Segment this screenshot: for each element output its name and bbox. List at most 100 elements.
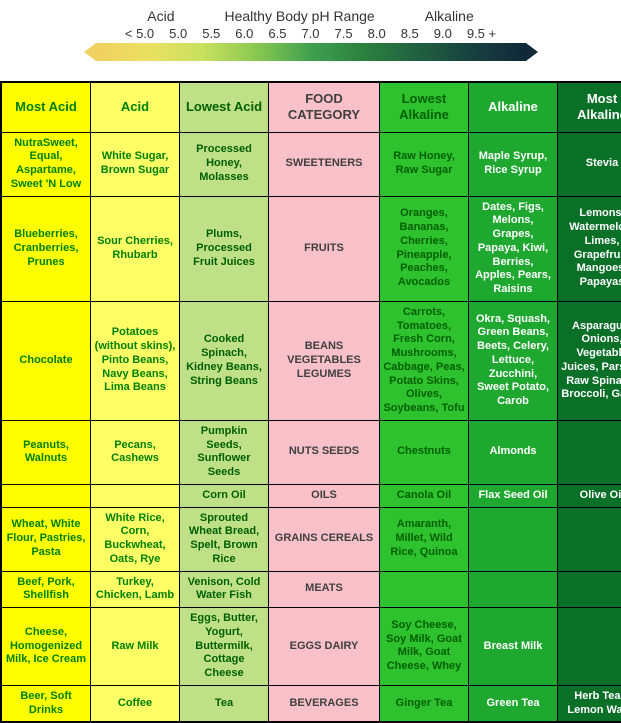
category-cell: OILS — [269, 484, 380, 507]
food-cell — [469, 507, 558, 571]
food-cell: Turkey, Chicken, Lamb — [91, 571, 180, 608]
table-row: Cheese, Homogenized Milk, Ice CreamRaw M… — [1, 608, 621, 686]
table-row: ChocolatePotatoes (without skins), Pinto… — [1, 301, 621, 420]
food-cell: Venison, Cold Water Fish — [180, 571, 269, 608]
food-cell: Peanuts, Walnuts — [1, 420, 91, 484]
table-row: Corn OilOILSCanola OilFlax Seed OilOlive… — [1, 484, 621, 507]
food-cell: Raw Milk — [91, 608, 180, 686]
food-cell: Lemons, Watermelon, Limes, Grapefruit, M… — [558, 196, 621, 301]
ph-scale: Acid Healthy Body pH Range Alkaline < 5.… — [0, 0, 621, 71]
category-cell: BEANS VEGETABLES LEGUMES — [269, 301, 380, 420]
food-cell: Breast Milk — [469, 608, 558, 686]
food-cell: Flax Seed Oil — [469, 484, 558, 507]
category-cell: GRAINS CEREALS — [269, 507, 380, 571]
column-header: Most Acid — [1, 82, 91, 132]
food-cell: Oranges, Bananas, Cherries, Pineapple, P… — [380, 196, 469, 301]
header-row: Most AcidAcidLowest AcidFOOD CATEGORYLow… — [1, 82, 621, 132]
food-cell: Cheese, Homogenized Milk, Ice Cream — [1, 608, 91, 686]
food-cell: Maple Syrup, Rice Syrup — [469, 132, 558, 196]
table-body: NutraSweet, Equal, Aspartame, Sweet 'N L… — [1, 132, 621, 722]
food-cell: Sprouted Wheat Bread, Spelt, Brown Rice — [180, 507, 269, 571]
food-cell: Amaranth, Millet, Wild Rice, Quinoa — [380, 507, 469, 571]
scale-tick: 9.0 — [434, 26, 452, 41]
category-cell: EGGS DAIRY — [269, 608, 380, 686]
scale-left-label: Acid — [147, 8, 174, 24]
scale-tick: 5.5 — [202, 26, 220, 41]
food-cell — [1, 484, 91, 507]
food-cell: Processed Honey, Molasses — [180, 132, 269, 196]
category-cell: NUTS SEEDS — [269, 420, 380, 484]
food-cell: Blueberries, Cranberries, Prunes — [1, 196, 91, 301]
table-head: Most AcidAcidLowest AcidFOOD CATEGORYLow… — [1, 82, 621, 132]
food-cell: Stevia — [558, 132, 621, 196]
food-cell: Herb Teas, Lemon Water — [558, 685, 621, 722]
food-cell: Carrots, Tomatoes, Fresh Corn, Mushrooms… — [380, 301, 469, 420]
table-row: Peanuts, WalnutsPecans, CashewsPumpkin S… — [1, 420, 621, 484]
food-cell — [380, 571, 469, 608]
food-cell: Plums, Processed Fruit Juices — [180, 196, 269, 301]
food-cell — [558, 507, 621, 571]
food-cell: Coffee — [91, 685, 180, 722]
food-cell: Chocolate — [1, 301, 91, 420]
arrow-left-icon — [84, 43, 96, 61]
food-cell: Soy Cheese, Soy Milk, Goat Milk, Goat Ch… — [380, 608, 469, 686]
scale-tick: 8.0 — [368, 26, 386, 41]
scale-tick: 5.0 — [169, 26, 187, 41]
scale-tick: 7.5 — [335, 26, 353, 41]
scale-tick: 6.5 — [268, 26, 286, 41]
food-cell: NutraSweet, Equal, Aspartame, Sweet 'N L… — [1, 132, 91, 196]
food-cell: Potatoes (without skins), Pinto Beans, N… — [91, 301, 180, 420]
food-cell: Corn Oil — [180, 484, 269, 507]
food-cell — [91, 484, 180, 507]
column-header: Lowest Alkaline — [380, 82, 469, 132]
column-header: Most Alkaline — [558, 82, 621, 132]
category-cell: BEVERAGES — [269, 685, 380, 722]
food-cell: Olive Oil — [558, 484, 621, 507]
food-cell: Cooked Spinach, Kidney Beans, String Bea… — [180, 301, 269, 420]
arrow-right-icon — [526, 43, 538, 61]
food-cell — [558, 571, 621, 608]
food-cell: Asparagus, Onions, Vegetable Juices, Par… — [558, 301, 621, 420]
scale-center-label: Healthy Body pH Range — [225, 8, 375, 24]
food-cell: Wheat, White Flour, Pastries, Pasta — [1, 507, 91, 571]
column-header: Alkaline — [469, 82, 558, 132]
food-cell: White Sugar, Brown Sugar — [91, 132, 180, 196]
scale-ticks: < 5.05.05.56.06.57.07.58.08.59.09.5 + — [0, 26, 621, 41]
scale-tick: < 5.0 — [125, 26, 154, 41]
category-cell: FRUITS — [269, 196, 380, 301]
food-cell: Pumpkin Seeds, Sunflower Seeds — [180, 420, 269, 484]
scale-right-label: Alkaline — [425, 8, 474, 24]
column-header: FOOD CATEGORY — [269, 82, 380, 132]
gradient-inner — [96, 43, 526, 61]
food-cell: Beef, Pork, Shellfish — [1, 571, 91, 608]
table-row: Wheat, White Flour, Pastries, PastaWhite… — [1, 507, 621, 571]
table-row: NutraSweet, Equal, Aspartame, Sweet 'N L… — [1, 132, 621, 196]
food-cell: Canola Oil — [380, 484, 469, 507]
food-cell: Dates, Figs, Melons, Grapes, Papaya, Kiw… — [469, 196, 558, 301]
food-cell — [558, 420, 621, 484]
food-cell: Ginger Tea — [380, 685, 469, 722]
table-row: Blueberries, Cranberries, PrunesSour Che… — [1, 196, 621, 301]
food-cell: Pecans, Cashews — [91, 420, 180, 484]
gradient-bar — [96, 43, 526, 61]
food-cell: Beer, Soft Drinks — [1, 685, 91, 722]
food-cell: Tea — [180, 685, 269, 722]
scale-tick: 6.0 — [235, 26, 253, 41]
food-cell — [558, 608, 621, 686]
column-header: Lowest Acid — [180, 82, 269, 132]
food-cell: Green Tea — [469, 685, 558, 722]
food-ph-table: Most AcidAcidLowest AcidFOOD CATEGORYLow… — [0, 81, 621, 723]
food-cell: Eggs, Butter, Yogurt, Buttermilk, Cottag… — [180, 608, 269, 686]
scale-tick: 9.5 + — [467, 26, 496, 41]
scale-tick: 7.0 — [301, 26, 319, 41]
column-header: Acid — [91, 82, 180, 132]
category-cell: SWEETENERS — [269, 132, 380, 196]
food-cell: Sour Cherries, Rhubarb — [91, 196, 180, 301]
table-row: Beer, Soft DrinksCoffeeTeaBEVERAGESGinge… — [1, 685, 621, 722]
food-cell: Almonds — [469, 420, 558, 484]
food-cell: Raw Honey, Raw Sugar — [380, 132, 469, 196]
food-cell: White Rice, Corn, Buckwheat, Oats, Rye — [91, 507, 180, 571]
table-row: Beef, Pork, ShellfishTurkey, Chicken, La… — [1, 571, 621, 608]
food-cell: Chestnuts — [380, 420, 469, 484]
food-cell — [469, 571, 558, 608]
